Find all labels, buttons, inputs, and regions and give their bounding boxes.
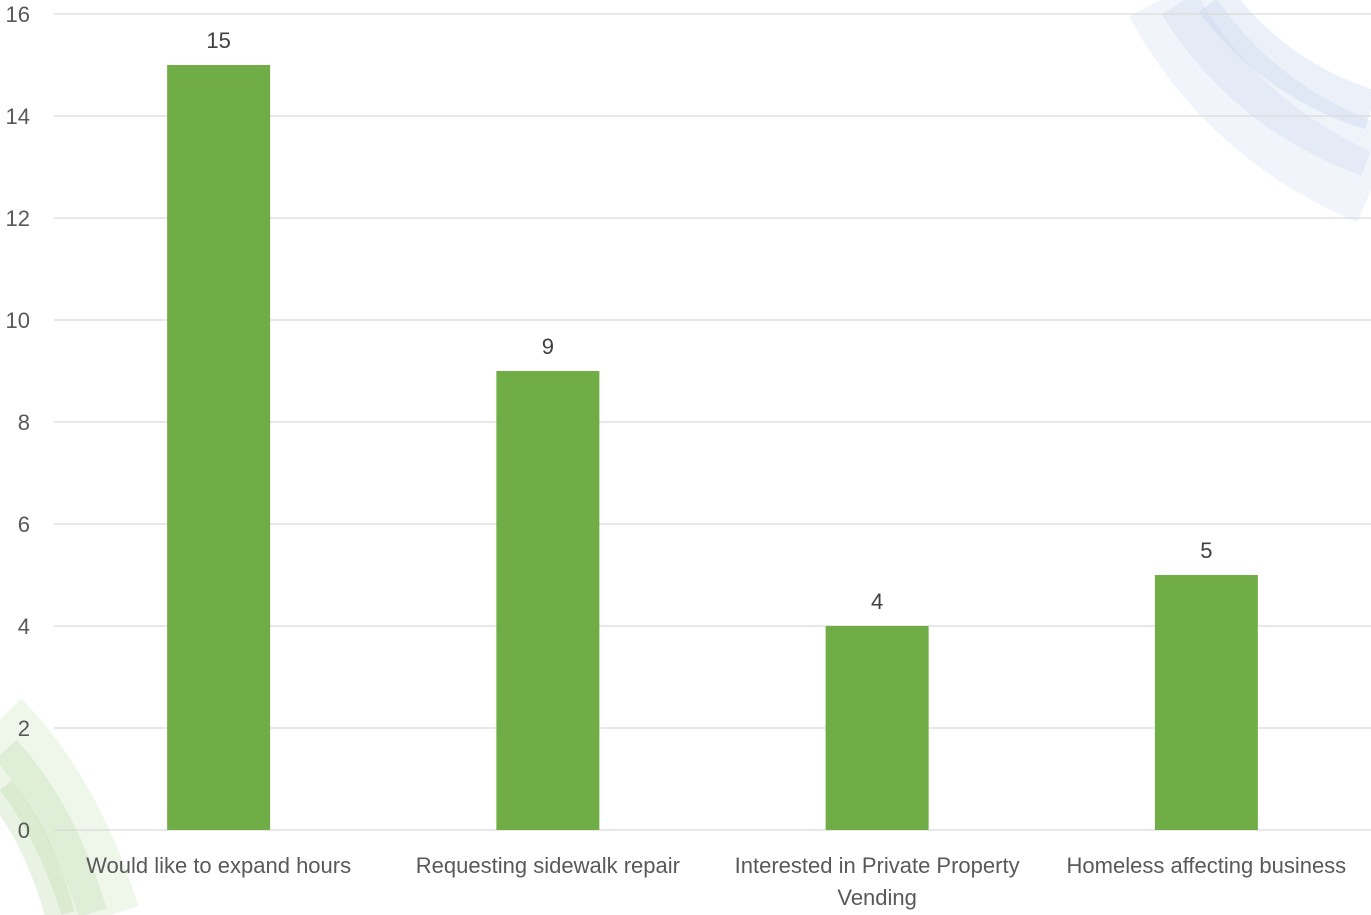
bars — [167, 65, 1258, 830]
decor-arc-top-right-3 — [1199, 0, 1371, 130]
y-axis-ticks: 0 2 4 6 8 10 12 14 16 — [6, 2, 30, 843]
bar — [167, 65, 271, 830]
y-tick-label: 8 — [18, 410, 30, 435]
bar-value-label: 5 — [1200, 538, 1212, 563]
y-tick-label: 0 — [18, 818, 30, 843]
y-tick-label: 10 — [6, 308, 30, 333]
bar — [496, 371, 600, 830]
decor-arc-top-right-1 — [1129, 0, 1371, 223]
data-labels: 15 9 4 5 — [206, 28, 1212, 614]
y-tick-label: 6 — [18, 512, 30, 537]
y-tick-label: 12 — [6, 206, 30, 231]
bar-value-label: 9 — [542, 334, 554, 359]
x-category-label: Homeless affecting business — [1067, 853, 1347, 878]
bar-value-label: 4 — [871, 589, 883, 614]
decor-arc-top-right-2 — [1161, 0, 1371, 176]
x-category-label: Interested in Private Property — [735, 853, 1020, 878]
y-tick-label: 4 — [18, 614, 30, 639]
bar — [1154, 575, 1258, 830]
x-axis-labels: Would like to expand hours Requesting sid… — [86, 853, 1346, 910]
x-category-label: Requesting sidewalk repair — [416, 853, 680, 878]
decor-arc-bottom-left-1 — [0, 698, 139, 915]
gridlines — [54, 13, 1371, 831]
decor-arc-bottom-left-3 — [0, 780, 75, 915]
y-tick-label: 14 — [6, 104, 30, 129]
y-tick-label: 2 — [18, 716, 30, 741]
x-category-label: Would like to expand hours — [86, 853, 351, 878]
bar — [825, 626, 929, 830]
y-tick-label: 16 — [6, 2, 30, 27]
decor-arc-bottom-left-2 — [0, 739, 107, 915]
bar-value-label: 15 — [206, 28, 230, 53]
x-category-label: Vending — [837, 885, 917, 910]
